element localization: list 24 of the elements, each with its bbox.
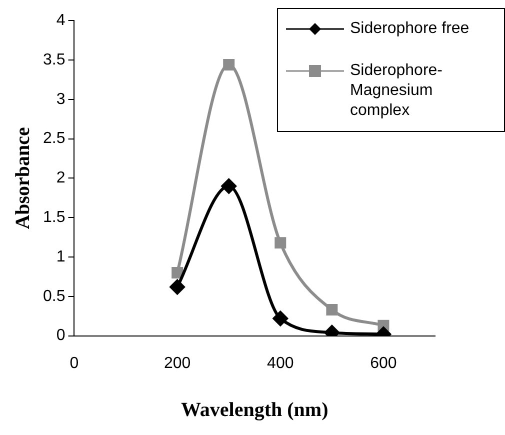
y-tick-label: 2.5 <box>42 130 66 148</box>
y-axis-title: Absorbance <box>12 126 34 230</box>
y-tick-label: 3 <box>56 90 66 108</box>
legend-label: Siderophore free <box>350 19 470 39</box>
point <box>326 304 338 316</box>
legend-label: Siderophore-Magnesium complex <box>350 61 444 121</box>
y-tick-label: 0 <box>56 327 66 344</box>
y-tick-label: 1 <box>56 248 66 266</box>
point <box>272 310 288 326</box>
x-axis-title: Wavelength (nm) <box>181 399 328 422</box>
point <box>172 267 184 279</box>
point <box>223 58 235 70</box>
y-tick-label: 3.5 <box>42 51 66 68</box>
x-tick-label: 400 <box>267 354 294 372</box>
point <box>170 279 185 294</box>
x-tick-label: 0 <box>70 354 79 372</box>
y-tick-label: 1.5 <box>42 209 66 226</box>
y-tick-label: 4 <box>56 12 66 30</box>
point <box>274 237 286 249</box>
point <box>221 178 236 194</box>
x-tick-label: 600 <box>370 354 397 372</box>
x-tick-label: 200 <box>164 354 191 372</box>
y-tick-label: 2 <box>56 170 66 187</box>
y-tick-label: 0.5 <box>42 288 66 305</box>
